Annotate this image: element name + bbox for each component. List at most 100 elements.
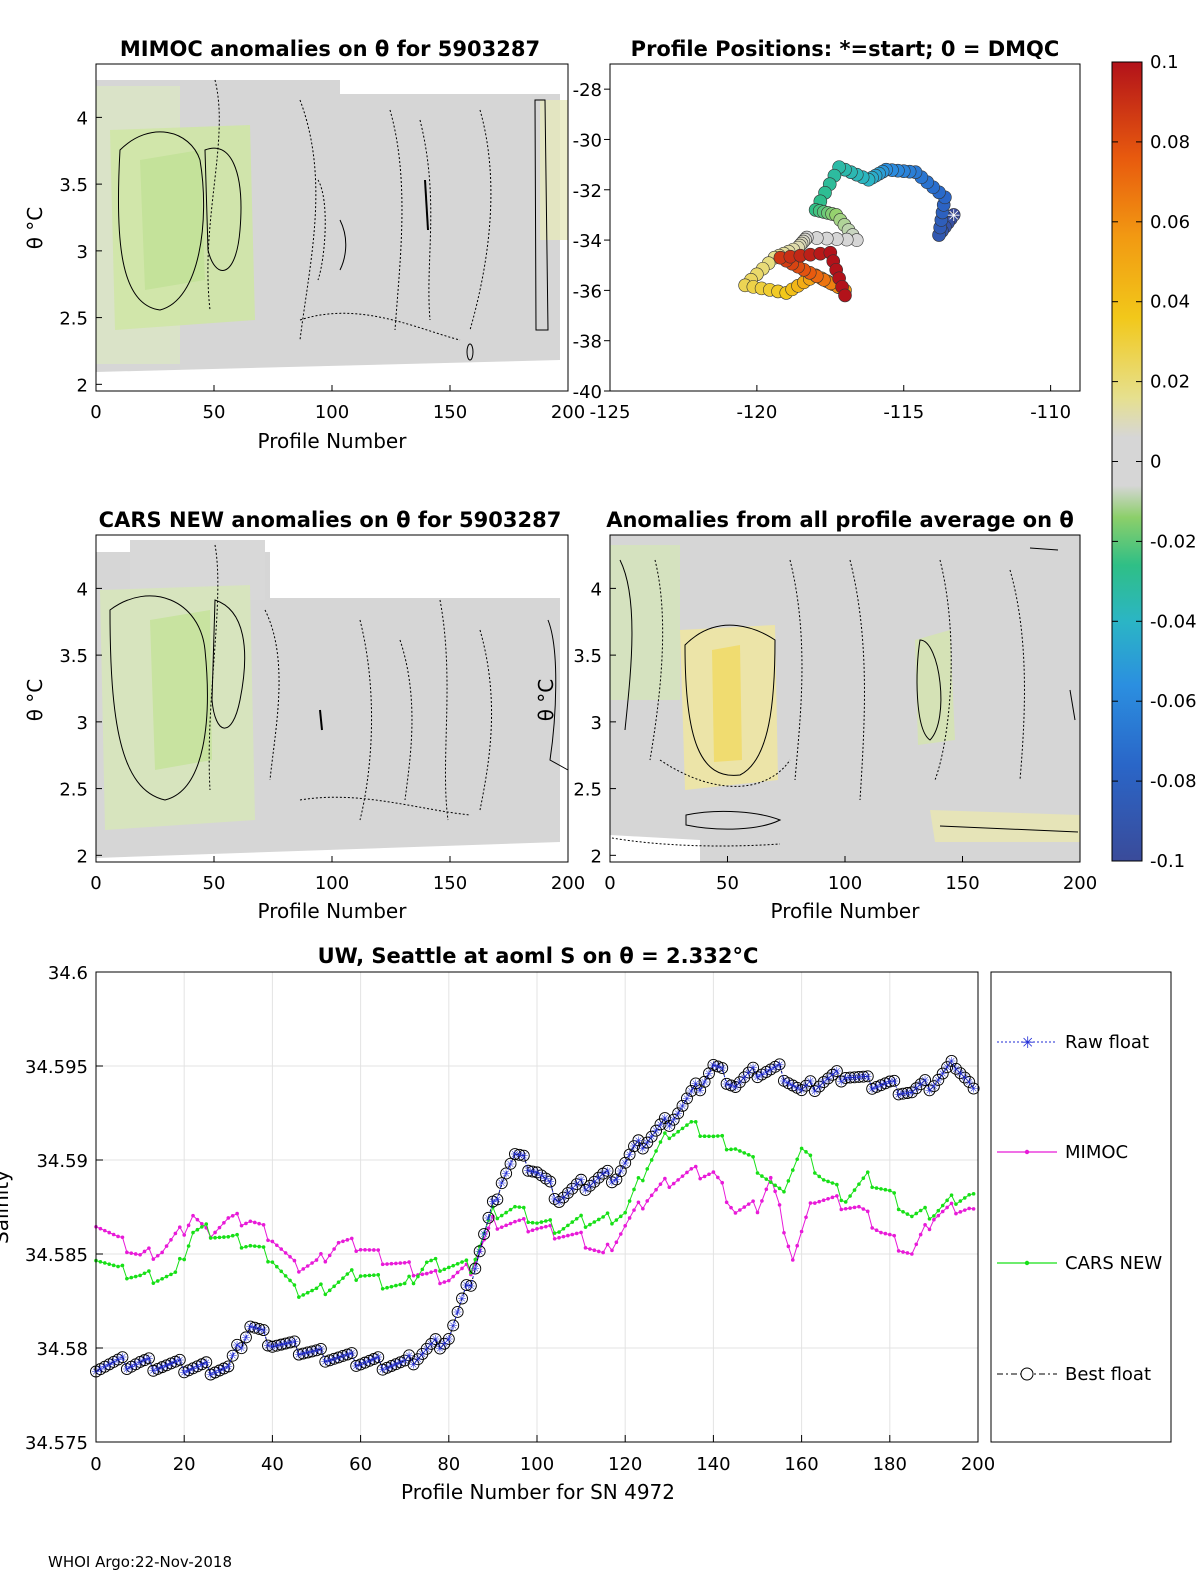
data-point (345, 1347, 358, 1360)
data-point (786, 1179, 791, 1183)
data-point: ✳ (290, 1335, 299, 1348)
data-point (618, 1232, 623, 1236)
data-point (226, 1216, 231, 1220)
x-tick-label: 200 (551, 402, 585, 423)
data-point (835, 1182, 839, 1187)
data-point: ✳ (206, 1369, 215, 1382)
data-point (596, 1249, 601, 1254)
data-point: ✳ (127, 1361, 136, 1374)
data-point (605, 1242, 610, 1247)
data-point (257, 1244, 261, 1249)
data-point: ✳ (471, 1263, 480, 1276)
data-point (579, 1183, 592, 1196)
data-point (566, 1223, 570, 1228)
data-point: ✳ (709, 1059, 718, 1072)
x-tick-label: 200 (551, 873, 585, 894)
data-point (98, 1259, 103, 1264)
data-point (319, 1251, 323, 1256)
data-point (628, 1140, 640, 1153)
data-point: ✳ (753, 1071, 762, 1084)
data-point (442, 1280, 447, 1284)
y-tick-label: 34.58 (36, 1339, 88, 1360)
data-point (262, 1339, 274, 1352)
data-point (962, 1196, 967, 1200)
data-point (950, 1062, 962, 1075)
data-point (623, 1224, 627, 1228)
data-point (804, 1215, 808, 1220)
data-point (226, 1349, 239, 1362)
data-point (283, 1274, 288, 1278)
data-point (292, 1348, 305, 1361)
data-point (724, 1200, 729, 1205)
data-point: ✳ (691, 1077, 700, 1090)
data-point (367, 1273, 372, 1278)
data-point (945, 1054, 958, 1067)
data-point (270, 1339, 283, 1352)
data-point (314, 1286, 319, 1291)
data-point: ✳ (409, 1358, 418, 1371)
colorbar-tick-label: -0.08 (1150, 771, 1197, 792)
data-point (513, 1148, 526, 1161)
data-point (918, 1232, 923, 1237)
data-point: ✳ (885, 1076, 894, 1089)
data-point (367, 1248, 372, 1252)
data-point (914, 1078, 927, 1091)
data-point (813, 1080, 826, 1093)
data-point (764, 1177, 769, 1181)
data-point (544, 1175, 557, 1188)
data-point: ✳ (806, 1075, 815, 1088)
data-point (932, 1214, 936, 1218)
data-point (164, 1274, 169, 1279)
data-point: ✳ (475, 1245, 484, 1258)
data-point (345, 1238, 350, 1242)
data-point (509, 1148, 521, 1160)
data-point (460, 1279, 473, 1291)
data-point (901, 1250, 905, 1254)
data-point: ✳ (938, 1068, 947, 1081)
data-point: ✳ (387, 1360, 396, 1373)
data-point (349, 1268, 354, 1272)
data-point: ✳ (135, 1356, 144, 1369)
data-point (424, 1271, 429, 1276)
data-point: ✳ (171, 1356, 180, 1369)
data-point (676, 1178, 680, 1182)
data-point: ✳ (140, 1354, 149, 1367)
data-point (301, 1267, 306, 1271)
data-point: ✳ (850, 1071, 859, 1084)
data-point: ✳ (268, 1341, 277, 1354)
data-point (680, 1126, 685, 1131)
data-point (270, 1239, 275, 1244)
data-point (526, 1220, 530, 1225)
data-point (813, 1201, 817, 1205)
data-point (897, 1087, 909, 1100)
data-point: ✳ (396, 1356, 405, 1369)
data-point: ✳ (559, 1192, 568, 1205)
data-point (358, 1274, 363, 1278)
data-point: ✳ (413, 1353, 422, 1366)
x-tick-label: 0 (90, 873, 101, 894)
y-tick-label: 3.5 (59, 646, 88, 667)
data-point (447, 1278, 451, 1283)
data-point (548, 1192, 561, 1205)
colorbar-tick-label: -0.1 (1150, 851, 1185, 872)
data-point: ✳ (259, 1324, 268, 1337)
y-tick-label: 34.595 (25, 1057, 88, 1078)
data-point (896, 1249, 901, 1253)
data-point: ✳ (180, 1366, 189, 1379)
data-point: ✳ (916, 1078, 925, 1091)
data-point (962, 1208, 967, 1212)
data-point (583, 1246, 588, 1250)
colorbar-tick-label: -0.06 (1150, 691, 1197, 712)
data-point (244, 1221, 248, 1226)
data-point (645, 1199, 650, 1203)
data-point (455, 1262, 460, 1266)
data-point (932, 1217, 936, 1222)
data-point: ✳ (281, 1338, 290, 1351)
data-point (940, 1203, 945, 1208)
data-point (927, 1227, 932, 1232)
data-point: ✳ (660, 1112, 669, 1125)
data-point (195, 1217, 200, 1222)
data-point (389, 1261, 394, 1266)
data-point: ✳ (321, 1356, 330, 1369)
data-point: ✳ (700, 1076, 709, 1089)
